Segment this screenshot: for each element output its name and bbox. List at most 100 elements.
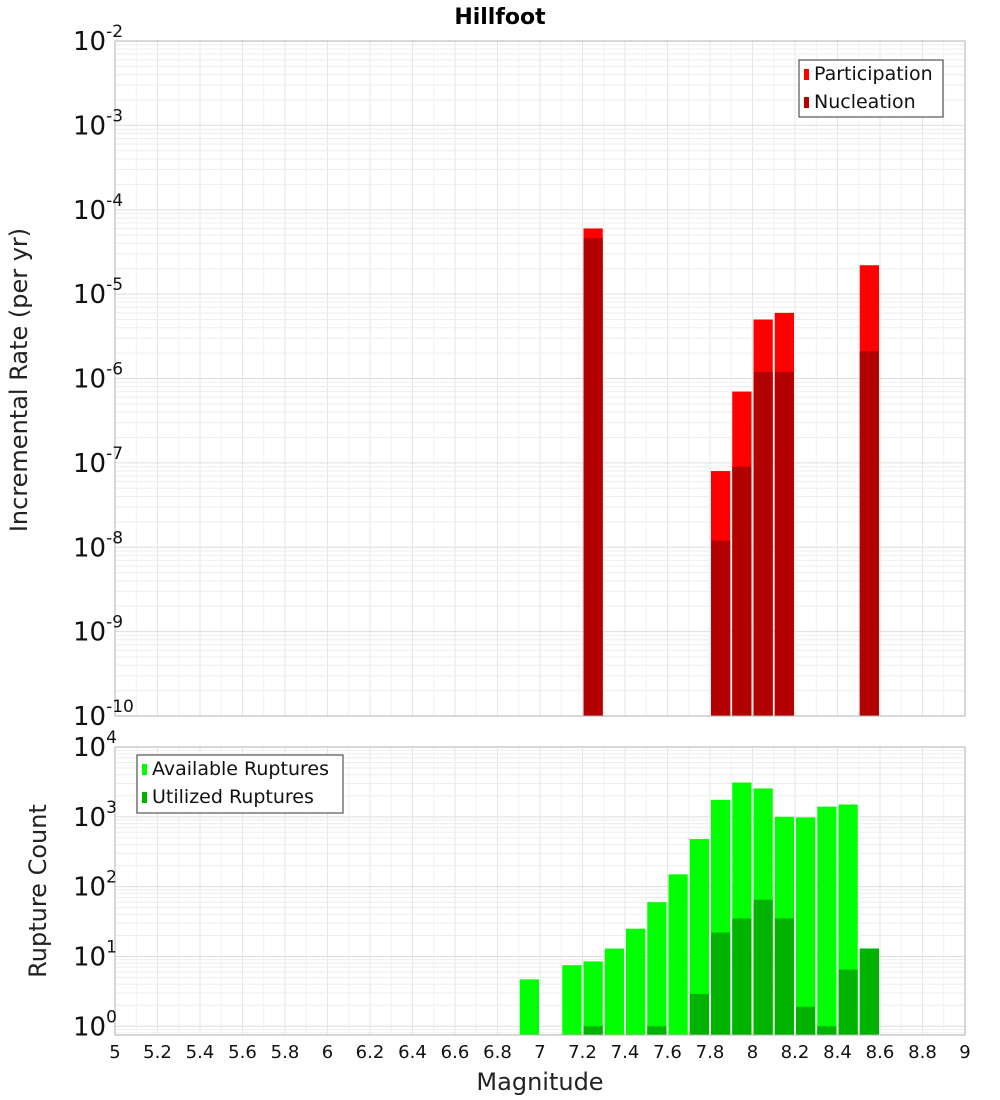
x-tick-label: 8.6 — [866, 1042, 895, 1063]
x-tick-label: 8.8 — [908, 1042, 937, 1063]
y-tick-exponent: 4 — [106, 728, 117, 748]
bar-inner-utilized-ruptures — [689, 993, 709, 1035]
bar-available-ruptures — [626, 928, 646, 1035]
bar-inner-nucleation — [753, 371, 773, 716]
legend-label: Utilized Ruptures — [152, 786, 314, 808]
bar-inner-utilized-ruptures — [583, 1026, 603, 1035]
x-tick-label: 7.2 — [568, 1042, 597, 1063]
y-tick-base: 10 — [73, 702, 106, 732]
x-tick-label: 7.8 — [696, 1042, 725, 1063]
y-tick-base: 10 — [73, 533, 106, 563]
bar-available-ruptures — [668, 874, 688, 1035]
y-tick-base: 10 — [73, 803, 106, 833]
x-tick-label: 8.2 — [781, 1042, 810, 1063]
x-tick-label: 8 — [747, 1042, 758, 1063]
counts-bars — [519, 782, 879, 1035]
bar-inner-utilized-ruptures — [753, 899, 773, 1035]
rates-plot-frame — [114, 40, 966, 717]
y-tick-label: 10-3 — [73, 106, 123, 141]
y-tick-label: 10-8 — [73, 528, 123, 563]
x-tick-label: 6 — [322, 1042, 333, 1063]
y-tick-exponent: -8 — [106, 528, 123, 548]
y-tick-base: 10 — [73, 111, 106, 141]
y-tick-label: 102 — [73, 868, 117, 903]
y-tick-base: 10 — [73, 280, 106, 310]
bar-inner-utilized-ruptures — [711, 932, 731, 1035]
x-tick-label: 6.8 — [483, 1042, 512, 1063]
y-tick-base: 10 — [73, 27, 106, 57]
y-tick-exponent: -4 — [106, 191, 123, 211]
x-tick-label: 5.6 — [228, 1042, 257, 1063]
y-tick-base: 10 — [73, 365, 106, 395]
bar-inner-nucleation — [711, 540, 731, 716]
y-tick-exponent: -7 — [106, 444, 123, 464]
y-tick-base: 10 — [73, 942, 106, 972]
y-tick-base: 10 — [73, 733, 106, 763]
legend-label: Available Ruptures — [152, 758, 329, 780]
y-tick-label: 10-9 — [73, 613, 123, 648]
counts-y-axis-label: Rupture Count — [24, 804, 52, 978]
legend-label: Participation — [814, 63, 933, 85]
rates-grid — [114, 40, 966, 717]
bar-available-ruptures — [796, 817, 816, 1035]
bar-available-ruptures — [583, 961, 603, 1035]
y-tick-base: 10 — [73, 618, 106, 648]
legend-box — [798, 59, 944, 118]
y-tick-exponent: 3 — [106, 798, 117, 818]
x-tick-label: 7.4 — [611, 1042, 640, 1063]
x-tick-label: 7 — [534, 1042, 545, 1063]
y-tick-exponent: 2 — [106, 868, 117, 888]
bar-available-ruptures — [519, 979, 539, 1035]
y-tick-label: 10-4 — [73, 191, 123, 226]
x-tick-label: 5 — [109, 1042, 120, 1063]
bar-available-ruptures — [817, 806, 837, 1035]
rates-legend: Participation Nucleation — [798, 59, 944, 118]
x-tick-label: 5.2 — [143, 1042, 172, 1063]
y-tick-label: 10-5 — [73, 275, 123, 310]
x-tick-label: 6.2 — [356, 1042, 385, 1063]
x-ticks: 5 5.2 5.4 5.6 5.8 6 6.2 6.4 6.6 6.8 7 7.2 7.4 7.6 7.8 8… — [109, 1042, 970, 1063]
bar-available-ruptures — [562, 965, 582, 1035]
bar-inner-utilized-ruptures — [859, 948, 879, 1035]
legend-swatch — [142, 792, 147, 803]
legend-swatch — [142, 764, 147, 775]
legend-box — [136, 754, 344, 814]
legend-label: Nucleation — [814, 91, 916, 113]
y-tick-exponent: -6 — [106, 360, 123, 380]
y-tick-label: 10-7 — [73, 444, 123, 479]
x-tick-label: 9 — [959, 1042, 970, 1063]
bar-available-ruptures — [604, 948, 624, 1035]
y-tick-exponent: 0 — [106, 1007, 117, 1027]
bar-available-ruptures — [647, 902, 667, 1035]
y-tick-base: 10 — [73, 449, 106, 479]
counts-plot-frame — [114, 746, 966, 1036]
y-tick-base: 10 — [73, 196, 106, 226]
y-tick-label: 104 — [73, 728, 117, 763]
bar-inner-nucleation — [583, 238, 603, 716]
bar-inner-utilized-ruptures — [817, 1026, 837, 1035]
y-tick-exponent: -10 — [106, 697, 134, 717]
x-tick-label: 6.4 — [398, 1042, 427, 1063]
y-tick-base: 10 — [73, 873, 106, 903]
x-tick-label: 5.4 — [186, 1042, 215, 1063]
y-tick-exponent: -3 — [106, 106, 123, 126]
bar-inner-nucleation — [859, 351, 879, 716]
y-tick-exponent: -5 — [106, 275, 123, 295]
y-tick-label: 100 — [73, 1007, 117, 1042]
y-tick-label: 10-2 — [73, 22, 123, 57]
chart-title: Hillfoot — [454, 5, 546, 30]
counts-legend: Available Ruptures Utilized Ruptures — [136, 754, 344, 814]
legend-swatch — [804, 69, 809, 80]
bar-inner-utilized-ruptures — [732, 918, 752, 1035]
counts-grid — [114, 746, 966, 1035]
bar-inner-utilized-ruptures — [838, 969, 858, 1035]
y-tick-exponent: -9 — [106, 613, 123, 633]
y-tick-exponent: -2 — [106, 22, 123, 42]
x-tick-label: 7.6 — [653, 1042, 682, 1063]
bar-available-ruptures — [689, 839, 709, 1035]
